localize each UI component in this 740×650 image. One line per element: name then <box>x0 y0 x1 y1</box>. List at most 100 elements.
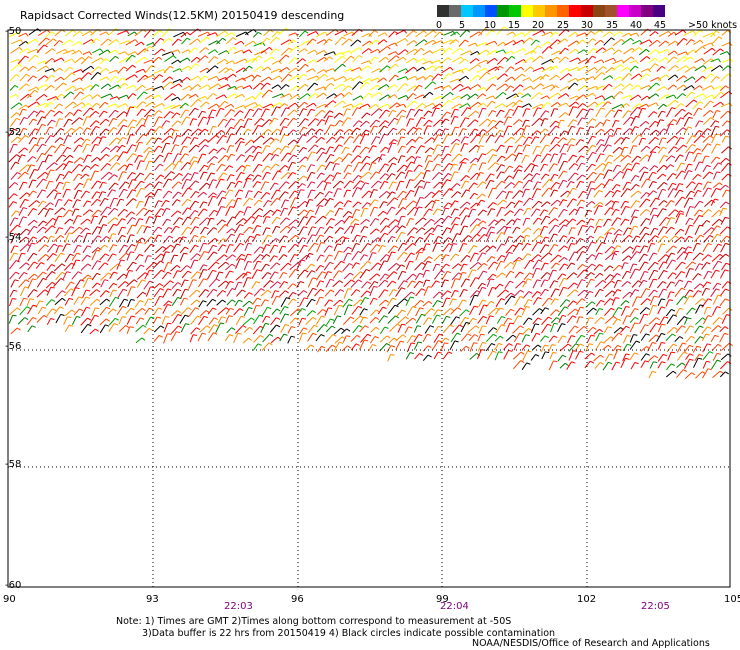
wind-barb-feather <box>304 48 308 52</box>
wind-barb <box>226 154 232 161</box>
wind-barb <box>595 66 604 74</box>
wind-barb-feather <box>71 72 76 76</box>
wind-barb-feather <box>187 136 192 139</box>
wind-barb-feather <box>260 92 265 96</box>
wind-barb-feather <box>720 91 725 95</box>
wind-barb <box>316 69 325 74</box>
wind-barb <box>379 181 385 190</box>
wind-barb <box>298 156 306 163</box>
wind-barb <box>352 209 357 218</box>
wind-barb <box>181 136 188 145</box>
wind-barb-feather <box>213 192 217 196</box>
wind-barb-feather <box>590 30 595 35</box>
wind-barb <box>343 225 351 235</box>
wind-barb <box>54 143 62 154</box>
wind-barb-feather <box>689 289 694 292</box>
wind-barb-feather <box>70 226 75 229</box>
wind-barb-feather <box>144 272 149 276</box>
wind-barb <box>369 171 377 180</box>
wind-barb-feather <box>88 56 93 60</box>
wind-barb-feather <box>523 48 527 52</box>
wind-barb-feather <box>386 190 391 195</box>
wind-barb-feather <box>608 169 613 172</box>
wind-barb-feather <box>176 264 181 269</box>
wind-barb <box>218 100 226 109</box>
wind-barb-feather <box>232 37 237 41</box>
wind-barb-feather <box>618 109 623 112</box>
wind-barb <box>450 126 456 136</box>
wind-barb <box>531 241 539 252</box>
wind-barb <box>603 298 611 306</box>
wind-barb <box>334 236 344 244</box>
wind-barb <box>307 82 315 91</box>
wind-barb-feather <box>285 54 290 58</box>
wind-barb <box>530 136 536 145</box>
wind-barb <box>558 257 565 263</box>
wind-barb-feather <box>292 206 297 209</box>
wind-barb-feather <box>554 173 559 177</box>
wind-barb-feather <box>57 192 62 195</box>
wind-barb <box>532 217 539 225</box>
wind-barb <box>541 41 549 47</box>
wind-barb-feather <box>51 74 56 78</box>
wind-barb <box>278 28 287 36</box>
wind-barb-feather <box>682 127 687 131</box>
wind-barb-feather <box>663 270 668 273</box>
wind-barb <box>44 225 53 234</box>
wind-barb <box>73 157 81 164</box>
wind-barb-feather <box>609 75 614 79</box>
wind-barb <box>55 118 60 127</box>
wind-barb <box>397 68 407 73</box>
wind-barb-feather <box>248 190 253 192</box>
wind-barb <box>80 263 89 271</box>
wind-barb <box>153 234 159 242</box>
wind-barb-feather <box>403 56 407 61</box>
wind-barb-feather <box>702 75 707 79</box>
wind-barb <box>423 227 433 235</box>
wind-barb-feather <box>96 282 101 286</box>
wind-barb-feather <box>59 67 64 72</box>
wind-barb <box>189 210 196 218</box>
wind-barb <box>629 263 634 272</box>
wind-barb-feather <box>59 40 64 44</box>
wind-barb-feather <box>474 42 478 47</box>
wind-barb <box>189 38 198 46</box>
wind-barb-feather <box>286 225 291 229</box>
wind-barb <box>539 209 545 217</box>
wind-barb <box>548 224 556 235</box>
wind-barb-feather <box>112 117 118 121</box>
wind-barb-feather <box>329 161 334 164</box>
wind-barb-feather <box>24 147 29 151</box>
wind-barb <box>307 226 313 236</box>
wind-barb-feather <box>548 252 553 256</box>
wind-barb-feather <box>615 208 620 212</box>
wind-barb-feather <box>172 162 176 166</box>
wind-barb-feather <box>321 136 325 140</box>
wind-barb-feather <box>540 83 545 87</box>
wind-barb-feather <box>356 107 361 110</box>
wind-barb <box>80 173 87 180</box>
wind-barb <box>433 217 442 225</box>
wind-barb <box>504 280 511 289</box>
wind-barb <box>64 101 74 109</box>
wind-barb-feather <box>68 297 74 300</box>
wind-barb <box>10 102 20 110</box>
wind-barb-feather <box>314 82 319 86</box>
wind-barb-feather <box>609 207 614 210</box>
wind-barb-feather <box>165 199 170 203</box>
wind-barb-feather <box>393 271 398 275</box>
wind-barb-feather <box>519 92 524 96</box>
wind-barb-feather <box>194 234 199 238</box>
wind-barb-feather <box>574 82 579 86</box>
colorbar-swatch <box>593 5 605 17</box>
wind-barb <box>620 218 626 226</box>
wind-barb-feather <box>303 290 308 294</box>
wind-barb <box>134 242 139 252</box>
wind-barb <box>378 94 389 101</box>
wind-barb <box>350 39 358 47</box>
wind-barb-feather <box>518 119 523 123</box>
wind-barb-feather <box>553 207 558 210</box>
wind-barb-feather <box>320 280 325 283</box>
wind-barb <box>315 49 325 56</box>
wind-barb <box>521 93 529 99</box>
